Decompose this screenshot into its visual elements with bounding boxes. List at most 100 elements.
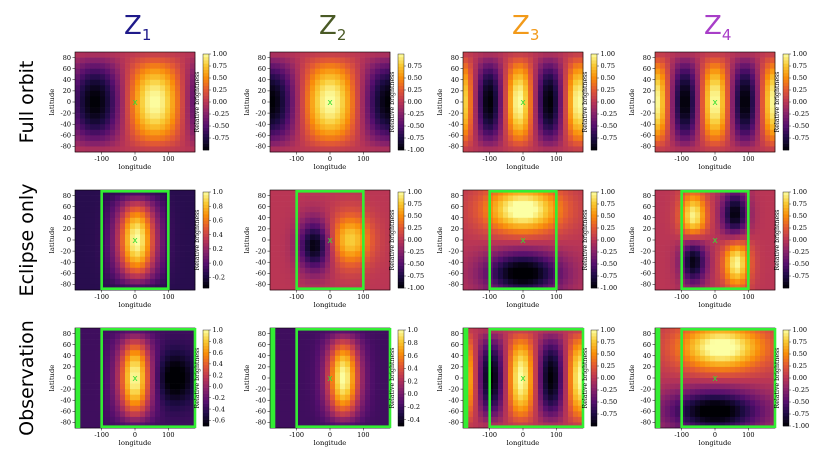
heatmap-cell xyxy=(190,273,196,280)
heatmap-cell xyxy=(365,212,371,219)
heatmap-cell xyxy=(170,234,176,241)
heatmap-cell xyxy=(750,63,756,69)
heatmap-cell xyxy=(735,85,741,92)
colorbar-segment xyxy=(591,143,597,148)
heatmap-cell xyxy=(710,251,716,257)
heatmap-cell xyxy=(720,102,726,108)
heatmap-cell xyxy=(770,124,776,131)
heatmap-cell xyxy=(760,212,766,219)
heatmap-cell xyxy=(165,52,171,58)
heatmap-cell xyxy=(463,201,469,207)
heatmap-cell xyxy=(573,256,579,263)
colorbar-segment xyxy=(398,249,404,254)
heatmap-cell xyxy=(125,118,131,125)
heatmap-cell xyxy=(125,256,131,263)
heatmap-cell xyxy=(125,405,131,412)
heatmap-cell xyxy=(700,256,706,263)
heatmap-cell xyxy=(558,273,564,280)
heatmap-cell xyxy=(573,85,579,92)
heatmap-cell xyxy=(345,256,351,263)
heatmap-cell xyxy=(680,140,686,147)
heatmap-cell xyxy=(538,267,544,274)
heatmap-cell xyxy=(115,240,121,246)
heatmap-cell xyxy=(180,90,186,97)
heatmap-cell xyxy=(115,416,121,423)
heatmap-cell xyxy=(110,228,116,235)
heatmap-cell xyxy=(125,344,131,351)
heatmap-cell xyxy=(110,394,116,401)
heatmap-cell xyxy=(493,107,499,114)
heatmap-cell xyxy=(95,422,101,429)
colorbar-segment xyxy=(398,86,404,90)
heatmap-cell xyxy=(95,234,101,241)
heatmap-cell xyxy=(533,245,539,252)
colorbar-segment xyxy=(591,227,597,231)
heatmap-cell xyxy=(740,107,746,114)
colorbar-segment xyxy=(203,333,209,337)
colorbar-segment xyxy=(203,390,209,395)
heatmap-cell xyxy=(765,124,771,131)
colorbar-segment xyxy=(591,281,597,286)
heatmap-cell xyxy=(473,63,479,69)
heatmap-cell xyxy=(528,228,534,235)
heatmap-cell xyxy=(665,68,671,75)
heatmap-cell xyxy=(335,113,341,119)
heatmap-cell xyxy=(568,256,574,263)
heatmap-cell xyxy=(675,223,681,230)
heatmap-cell xyxy=(478,206,484,213)
heatmap-cell xyxy=(290,124,296,131)
heatmap-cell xyxy=(320,383,326,390)
heatmap-cell xyxy=(695,195,701,202)
heatmap-cell xyxy=(760,284,766,291)
heatmap-cell xyxy=(740,52,746,58)
heatmap-cell xyxy=(90,57,96,64)
x-axis-label: longitude xyxy=(119,439,152,447)
colorbar-segment xyxy=(591,195,597,199)
heatmap-cell xyxy=(100,63,106,69)
heatmap-cell xyxy=(140,361,146,368)
heatmap-cell xyxy=(740,135,746,142)
heatmap-cell xyxy=(185,206,191,213)
heatmap-cell xyxy=(463,118,469,125)
heatmap-cell xyxy=(335,63,341,69)
heatmap-cell xyxy=(350,383,356,390)
heatmap-cell xyxy=(725,217,731,224)
heatmap-cell xyxy=(730,212,736,219)
heatmap-cell xyxy=(690,107,696,114)
y-tick-label: -40 xyxy=(641,120,651,128)
colorbar-segment xyxy=(203,124,209,128)
heatmap-cell xyxy=(578,273,584,280)
heatmap-cell xyxy=(498,284,504,291)
heatmap-cell xyxy=(750,273,756,280)
heatmap-cell xyxy=(290,90,296,97)
heatmap-cell xyxy=(493,135,499,142)
heatmap-cell xyxy=(330,339,336,345)
heatmap-cell xyxy=(145,422,151,429)
heatmap-cell xyxy=(670,96,676,103)
colorbar-segment xyxy=(398,278,404,282)
heatmap xyxy=(75,328,196,429)
heatmap-cell xyxy=(300,339,306,345)
heatmap-cell xyxy=(75,57,81,64)
heatmap-cell xyxy=(190,124,196,131)
heatmap-cell xyxy=(705,234,711,241)
heatmap-cell xyxy=(310,383,316,390)
heatmap-cell xyxy=(538,52,544,58)
heatmap-cell xyxy=(90,251,96,257)
heatmap-cell xyxy=(90,389,96,395)
heatmap-cell xyxy=(185,355,191,362)
heatmap-cell xyxy=(315,102,321,108)
heatmap-cell xyxy=(543,234,549,241)
heatmap-cell xyxy=(770,240,776,246)
heatmap-cell xyxy=(135,333,141,340)
heatmap-cell xyxy=(720,107,726,114)
heatmap-cell xyxy=(165,57,171,64)
colorbar-segment xyxy=(591,262,597,266)
heatmap-cell xyxy=(518,85,524,92)
heatmap-cell xyxy=(95,96,101,103)
heatmap-cell xyxy=(180,74,186,81)
heatmap-cell xyxy=(130,405,136,412)
heatmap-cell xyxy=(180,52,186,58)
heatmap-cell xyxy=(573,63,579,69)
heatmap-cell xyxy=(305,361,311,368)
